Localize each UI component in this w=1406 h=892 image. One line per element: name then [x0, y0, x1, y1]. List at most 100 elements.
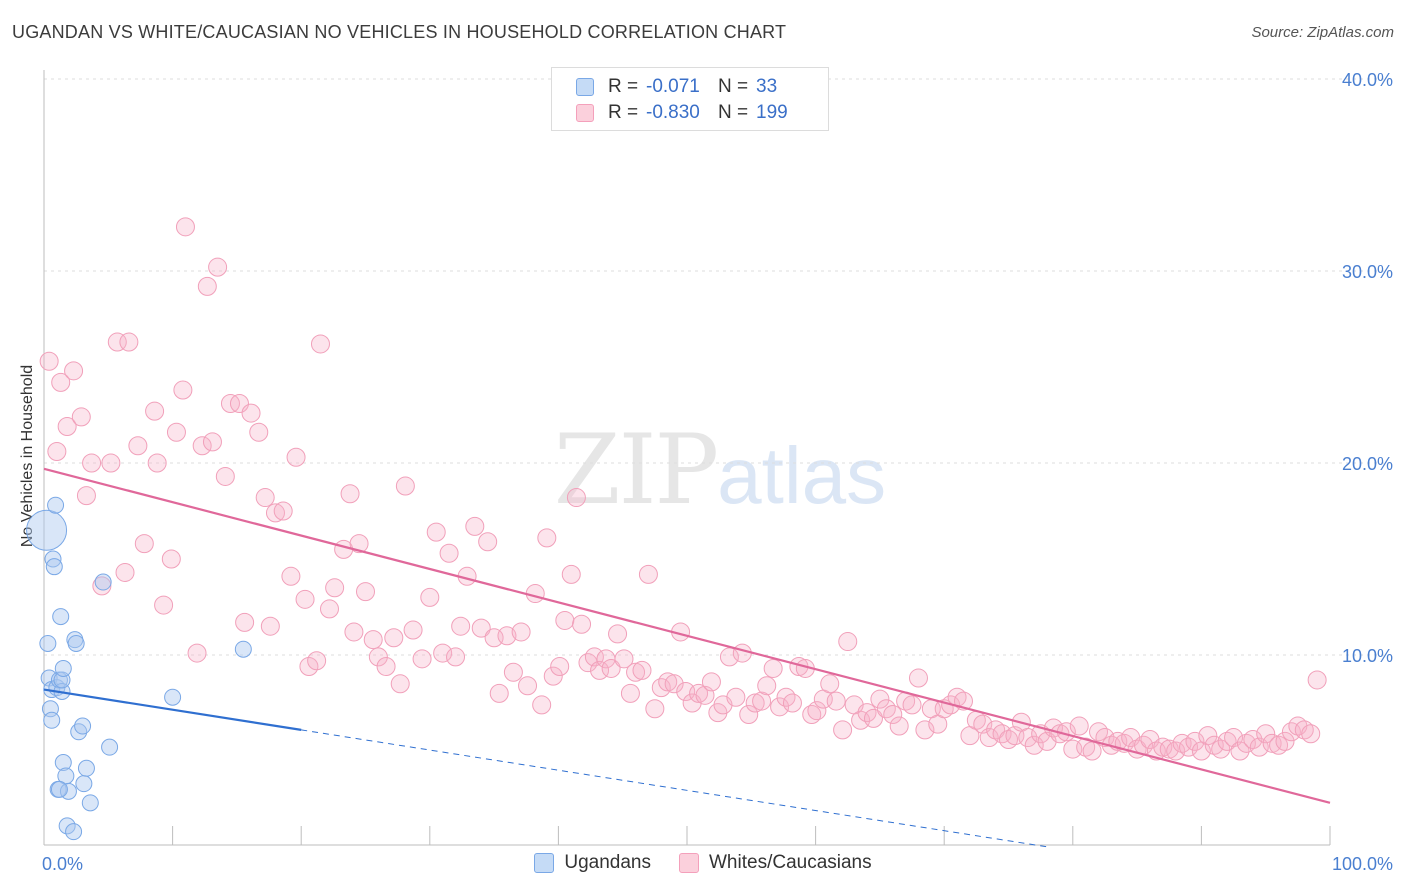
point-ugandans: [67, 634, 85, 652]
series-ugandans-points: [26, 496, 252, 841]
point-whites-caucasians: [395, 476, 415, 496]
point-whites-caucasians: [51, 372, 71, 392]
point-whites-caucasians: [439, 543, 459, 563]
point-ugandans: [81, 794, 99, 812]
point-whites-caucasians: [689, 683, 709, 703]
point-whites-caucasians: [572, 614, 592, 634]
point-whites-caucasians: [215, 466, 235, 486]
x-tick-label: 0.0%: [42, 854, 83, 874]
trend-line-ugandans-extension: [301, 729, 1049, 848]
point-ugandans: [101, 738, 119, 756]
legend-swatch-whites: [679, 853, 699, 873]
point-whites-caucasians: [376, 657, 396, 677]
point-whites-caucasians: [273, 501, 293, 521]
tick-labels: 10.0% 20.0% 30.0% 40.0% 0.0% 100.0%: [42, 70, 1393, 874]
point-whites-caucasians: [608, 624, 628, 644]
point-whites-caucasians: [175, 217, 195, 237]
point-whites-caucasians: [349, 534, 369, 554]
point-whites-caucasians: [465, 516, 485, 536]
chart-source: Source: ZipAtlas.com: [1251, 24, 1394, 41]
legend-row-whites: R = -0.830 N = 199: [576, 100, 788, 126]
point-whites-caucasians: [356, 582, 375, 602]
trend-line-whites-caucasians: [43, 467, 1331, 804]
chart-title: UGANDAN VS WHITE/CAUCASIAN NO VEHICLES I…: [12, 22, 787, 42]
point-whites-caucasians: [64, 361, 84, 381]
point-whites-caucasians: [1024, 735, 1044, 755]
point-whites-caucasians: [1275, 731, 1295, 751]
point-whites-caucasians: [489, 683, 509, 703]
point-ugandans: [234, 640, 252, 658]
trend-lines: [43, 467, 1331, 848]
point-whites-caucasians: [1082, 741, 1102, 761]
correlation-legend: R = -0.071 N = 33 R = -0.830 N = 199: [551, 67, 829, 131]
point-whites-caucasians: [1069, 716, 1089, 736]
point-whites-caucasians: [471, 618, 491, 638]
point-whites-caucasians: [412, 649, 432, 669]
point-whites-caucasians: [134, 534, 154, 554]
point-whites-caucasians: [76, 486, 96, 506]
point-whites-caucasians: [1166, 741, 1186, 761]
point-whites-caucasians: [511, 622, 531, 642]
legend-item-ugandans: Ugandans: [534, 852, 651, 874]
point-whites-caucasians: [632, 660, 652, 680]
legend-swatch-ugandans: [534, 853, 555, 873]
point-ugandans: [77, 759, 95, 777]
point-whites-caucasians: [1230, 741, 1250, 761]
point-whites-caucasians: [265, 503, 285, 523]
point-whites-caucasians: [57, 417, 77, 437]
point-whites-caucasians: [101, 453, 121, 473]
point-whites-caucasians: [820, 674, 840, 694]
point-whites-caucasians: [433, 643, 453, 663]
point-whites-caucasians: [658, 672, 678, 692]
point-whites-caucasians: [1211, 739, 1231, 759]
point-whites-caucasians: [1256, 724, 1276, 744]
point-whites-caucasians: [645, 699, 665, 719]
point-whites-caucasians: [202, 432, 222, 452]
point-ugandans: [54, 754, 72, 772]
point-ugandans: [39, 634, 57, 652]
point-whites-caucasians: [802, 705, 822, 725]
point-whites-caucasians: [115, 562, 135, 582]
point-whites-caucasians: [299, 657, 319, 677]
point-whites-caucasians: [1159, 739, 1179, 759]
point-whites-caucasians: [863, 708, 883, 728]
point-whites-caucasians: [664, 674, 684, 694]
point-whites-caucasians: [161, 549, 181, 569]
point-whites-caucasians: [478, 532, 498, 552]
point-whites-caucasians: [561, 564, 581, 584]
point-whites-caucasians: [757, 676, 777, 696]
point-whites-caucasians: [908, 668, 928, 688]
legend-row-ugandans: R = -0.071 N = 33: [576, 74, 777, 100]
point-whites-caucasians: [82, 453, 102, 473]
point-whites-caucasians: [979, 728, 999, 748]
axes: [43, 70, 1331, 846]
legend-r-label: R =: [608, 76, 639, 97]
y-tick-label: 10.0%: [1342, 646, 1393, 666]
point-ugandans: [74, 717, 92, 735]
watermark-atlas: atlas: [717, 431, 887, 520]
legend-r-value: -0.071: [646, 76, 700, 97]
point-whites-caucasians: [1301, 724, 1321, 744]
point-whites-caucasians: [363, 630, 383, 650]
point-whites-caucasians: [260, 616, 280, 636]
y-tick-label: 30.0%: [1342, 262, 1393, 282]
legend-label-ugandans: Ugandans: [564, 852, 651, 873]
point-whites-caucasians: [384, 628, 404, 648]
legend-swatch-ugandans: [576, 78, 594, 96]
point-whites-caucasians: [420, 587, 440, 607]
watermark: ZIPatlas: [554, 414, 886, 526]
trend-line-ugandans: [43, 688, 302, 731]
point-whites-caucasians: [889, 716, 909, 736]
legend-item-whites: Whites/Caucasians: [679, 852, 872, 874]
point-whites-caucasians: [807, 701, 827, 721]
point-whites-caucasians: [344, 622, 364, 642]
point-whites-caucasians: [518, 676, 538, 696]
series-legend: Ugandans Whites/Caucasians: [0, 852, 1406, 874]
point-ugandans: [52, 608, 70, 626]
point-whites-caucasians: [752, 691, 772, 711]
point-whites-caucasians: [601, 658, 621, 678]
point-whites-caucasians: [745, 693, 765, 713]
point-whites-caucasians: [1185, 731, 1205, 751]
point-whites-caucasians: [497, 626, 517, 646]
